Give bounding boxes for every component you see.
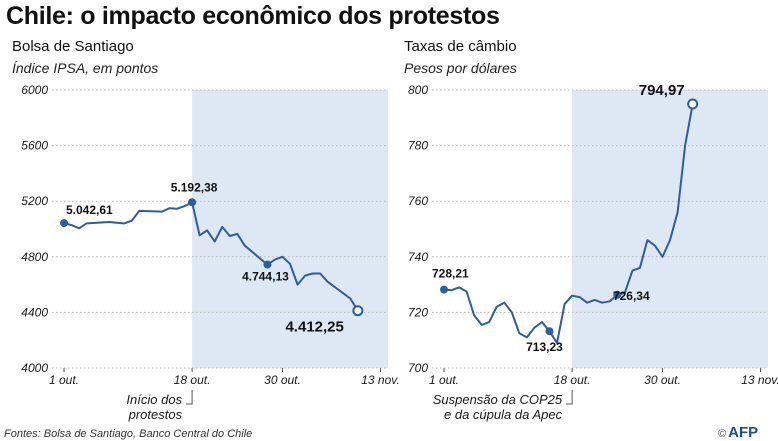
ipsa-data-label: 4.412,25 bbox=[285, 319, 343, 336]
fx-y-tick-label: 760 bbox=[408, 194, 428, 208]
ipsa-y-tick-label: 4000 bbox=[21, 361, 48, 375]
ipsa-point-marker bbox=[188, 198, 197, 207]
ipsa-x-tick-label: 13 nov. bbox=[361, 373, 399, 387]
fx-y-tick-label: 740 bbox=[408, 250, 428, 264]
ipsa-data-label: 5.192,38 bbox=[171, 180, 218, 194]
afp-logo: © AFP bbox=[718, 424, 759, 441]
fx-y-tick-label: 780 bbox=[408, 139, 428, 153]
ipsa-point-marker bbox=[263, 260, 272, 269]
chart-title: Chile: o impacto econômico dos protestos bbox=[6, 2, 500, 30]
left-chart-subtitle: Índice IPSA, em pontos bbox=[12, 60, 159, 76]
fx-annotation-bracket bbox=[566, 390, 573, 405]
ipsa-annotation-text: Início dos bbox=[126, 392, 182, 407]
fx-data-label: 713,23 bbox=[526, 340, 563, 354]
ipsa-data-label: 4.744,13 bbox=[242, 270, 289, 284]
fx-series-line bbox=[443, 103, 694, 344]
fx-y-tick-label: 720 bbox=[408, 305, 428, 319]
fx-shaded-period bbox=[572, 90, 768, 368]
ipsa-y-tick-label: 6000 bbox=[21, 83, 48, 97]
fx-data-label: 794,97 bbox=[639, 82, 685, 99]
fx-x-tick-label: 1 out. bbox=[429, 373, 459, 387]
ipsa-y-tick-label: 4400 bbox=[21, 305, 48, 319]
ipsa-x-tick-label: 30 out. bbox=[264, 373, 301, 387]
ipsa-point-marker bbox=[60, 219, 68, 228]
ipsa-annotation-text: protestos bbox=[128, 407, 183, 422]
ipsa-y-tick-label: 5200 bbox=[21, 194, 48, 208]
ipsa-data-label: 5.042,61 bbox=[66, 203, 113, 217]
ipsa-y-tick-label: 4800 bbox=[21, 250, 48, 264]
ipsa-x-tick-label: 1 out. bbox=[49, 373, 79, 387]
fx-point-marker bbox=[613, 290, 622, 299]
fx-y-tick-label: 700 bbox=[408, 361, 428, 375]
source-note: Fontes: Bolsa de Santiago, Banco Central… bbox=[4, 428, 253, 440]
ipsa-series-line bbox=[63, 201, 359, 312]
left-chart-title: Bolsa de Santiago bbox=[12, 38, 134, 55]
fx-x-tick-label: 30 out. bbox=[644, 373, 681, 387]
fx-x-tick-label: 18 out. bbox=[554, 373, 591, 387]
ipsa-y-tick-label: 5600 bbox=[21, 139, 48, 153]
fx-data-label: 728,21 bbox=[432, 267, 469, 281]
fx-point-marker bbox=[545, 327, 554, 336]
fx-point-marker bbox=[687, 98, 699, 110]
fx-annotation-text: e da cúpula da Apec bbox=[444, 407, 563, 422]
right-chart-title: Taxas de câmbio bbox=[404, 38, 517, 55]
ipsa-point-marker bbox=[352, 305, 364, 317]
fx-x-tick-label: 13 nov. bbox=[741, 373, 778, 387]
ipsa-annotation-bracket bbox=[186, 390, 193, 405]
ipsa-x-tick-label: 18 out. bbox=[174, 373, 211, 387]
fx-y-tick-label: 800 bbox=[408, 83, 428, 97]
fx-annotation-text: Suspensão da COP25 bbox=[433, 392, 563, 407]
right-chart-subtitle: Pesos por dólares bbox=[404, 60, 517, 76]
fx-point-marker bbox=[440, 285, 448, 294]
fx-data-label: 726,34 bbox=[613, 289, 650, 303]
